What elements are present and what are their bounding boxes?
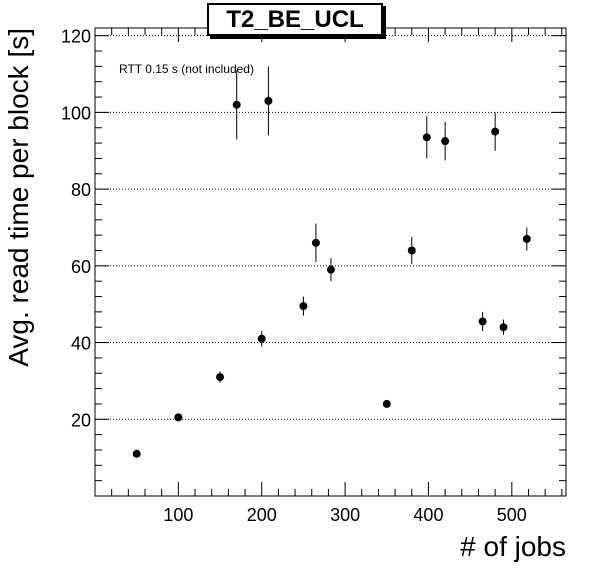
data-point-14 — [491, 127, 500, 136]
data-point-9 — [382, 399, 391, 408]
x-tick-label: 400 — [413, 505, 443, 525]
y-tick-label: 60 — [71, 257, 91, 277]
data-point-8 — [326, 265, 335, 274]
data-point-6 — [299, 302, 308, 311]
data-point-4 — [257, 334, 266, 343]
x-tick-label: 300 — [330, 505, 360, 525]
chart-title: T2_BE_UCL — [207, 3, 383, 36]
annotation-text: RTT 0.15 s (not included) — [119, 62, 254, 76]
axis-ticks — [94, 28, 566, 497]
x-tick-label: 100 — [163, 505, 193, 525]
data-points — [132, 66, 531, 458]
grid-lines — [95, 35, 566, 420]
y-tick-label: 40 — [71, 334, 91, 354]
data-point-3 — [232, 100, 241, 109]
data-point-5 — [264, 96, 273, 105]
x-axis-label: # of jobs — [460, 531, 566, 562]
data-point-2 — [216, 373, 225, 382]
tick-labels: 100 200 300 400 500 20 40 60 80 100 120 — [61, 27, 527, 525]
data-point-7 — [311, 238, 320, 247]
data-point-15 — [499, 323, 508, 332]
y-tick-label: 120 — [61, 27, 91, 47]
data-point-0 — [132, 449, 141, 458]
data-point-10 — [407, 246, 416, 255]
y-tick-label: 20 — [71, 410, 91, 430]
y-axis-label: Avg. read time per block [s] — [3, 28, 34, 367]
data-point-1 — [174, 413, 183, 422]
data-point-12 — [441, 137, 450, 146]
data-point-11 — [422, 133, 431, 142]
y-tick-label: 100 — [61, 103, 91, 123]
y-tick-label: 80 — [71, 180, 91, 200]
x-tick-label: 500 — [497, 505, 527, 525]
data-point-16 — [522, 234, 531, 243]
x-tick-label: 200 — [247, 505, 277, 525]
data-point-13 — [478, 317, 487, 326]
